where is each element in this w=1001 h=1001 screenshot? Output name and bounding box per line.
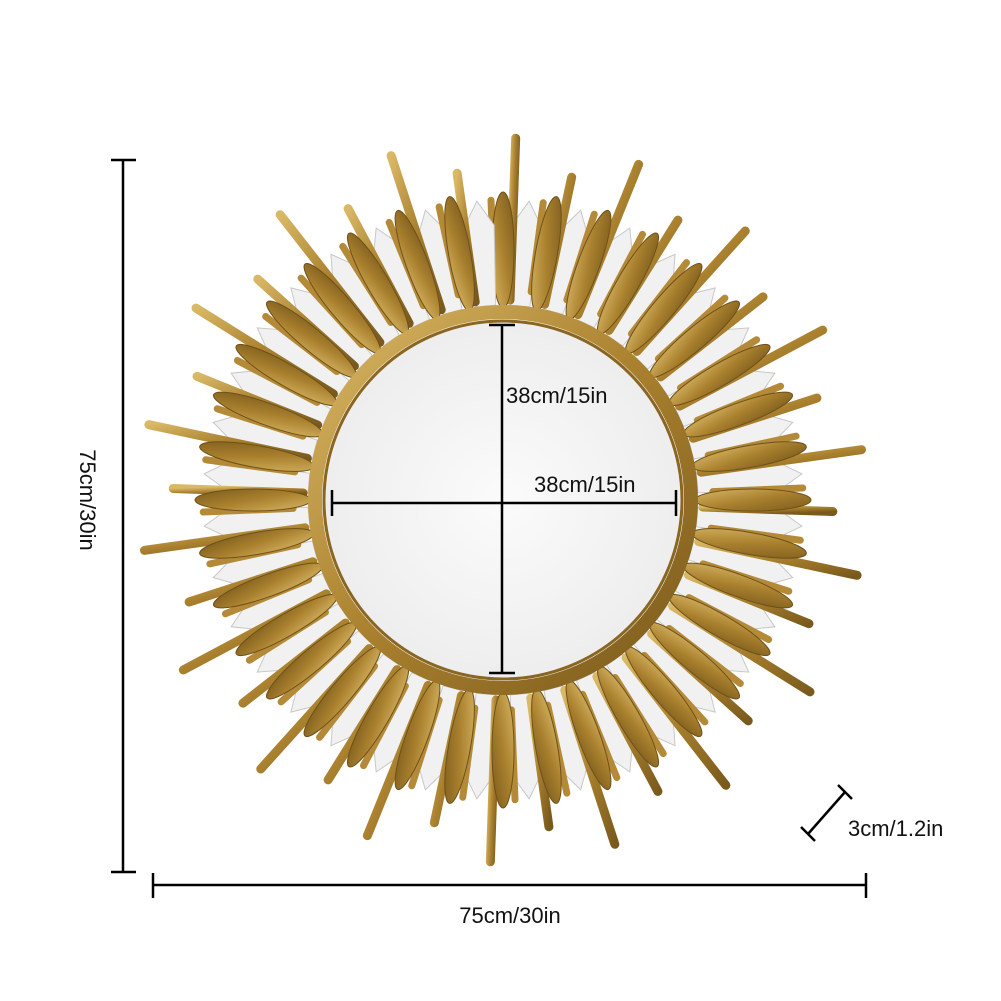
inner-height-label: 38cm/15in <box>506 383 608 408</box>
inner-width-label: 38cm/15in <box>534 472 636 497</box>
outer-width-label: 75cm/30in <box>459 903 561 928</box>
wheat-spike <box>194 488 312 512</box>
depth-dimension <box>800 784 853 842</box>
outer-height-dimension <box>111 158 136 874</box>
outer-height-label: 75cm/30in <box>75 449 100 551</box>
inner-height-dimension <box>489 323 515 675</box>
wheat-spike <box>491 691 515 809</box>
inner-width-dimension <box>330 490 678 516</box>
frame-ring <box>308 305 698 695</box>
outer-width-dimension <box>151 873 868 898</box>
depth-label: 3cm/1.2in <box>848 816 943 841</box>
wheat-spike <box>694 488 812 512</box>
